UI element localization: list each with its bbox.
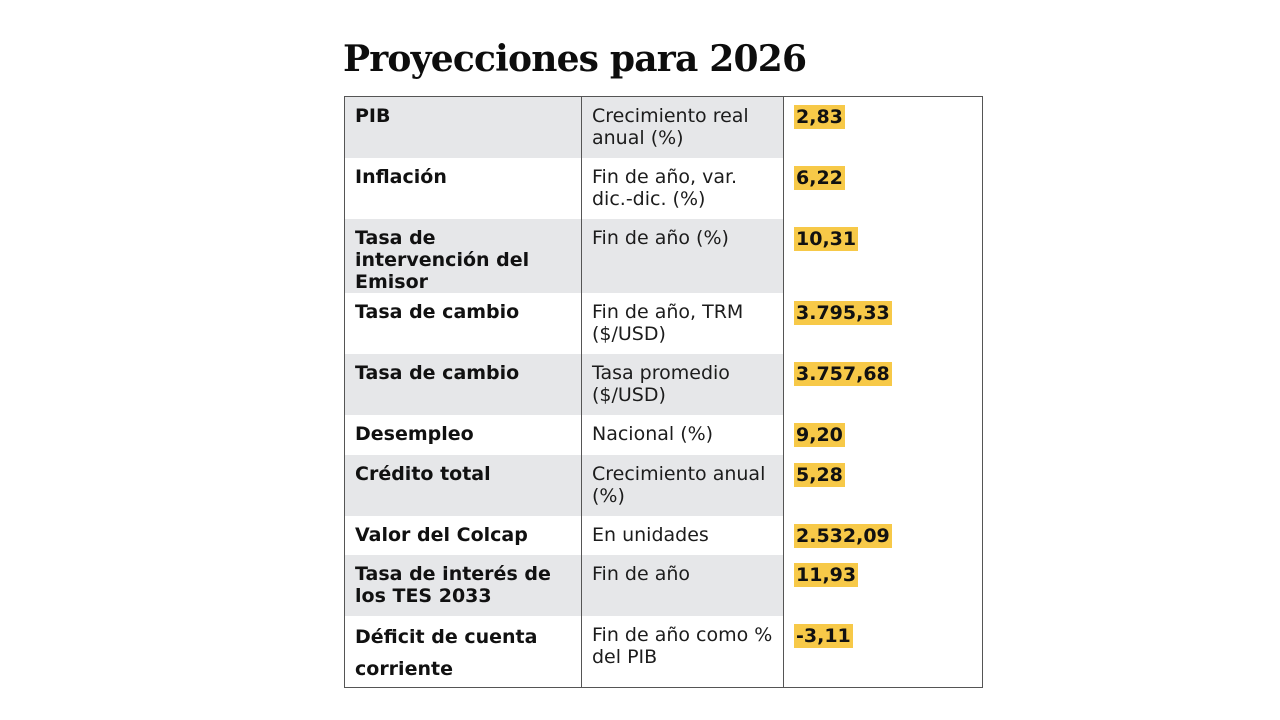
value-cell: 10,31: [783, 218, 983, 293]
projections-table: PIB Crecimiento real anual (%) 2,83 Infl…: [344, 96, 983, 688]
projected-value: 3.795,33: [794, 300, 892, 325]
table-row: Inflación Fin de año, var. dic.-dic. (%)…: [345, 157, 983, 219]
projected-value: 10,31: [794, 226, 859, 251]
indicator-label: Tasa de intervención del Emisor: [344, 218, 582, 293]
table-row: Tasa de cambio Tasa promedio ($/USD) 3.7…: [344, 353, 983, 415]
projected-value: 3.757,68: [794, 361, 892, 386]
table-row: PIB Crecimiento real anual (%) 2,83: [344, 96, 983, 158]
table-row: Desempleo Nacional (%) 9,20: [345, 414, 983, 455]
indicator-description: Nacional (%): [581, 414, 784, 455]
value-cell: 5,28: [783, 454, 983, 516]
indicator-description: Fin de año, var. dic.-dic. (%): [581, 157, 784, 219]
projected-value: 6,22: [794, 165, 845, 190]
projected-value: 2.532,09: [794, 523, 892, 548]
value-cell: 11,93: [783, 554, 983, 616]
indicator-label: Desempleo: [355, 422, 474, 445]
table-row: Tasa de intervención del Emisor Fin de a…: [344, 218, 983, 293]
indicator-description: En unidades: [581, 515, 784, 555]
indicator-description: Fin de año, TRM ($/USD): [581, 292, 784, 354]
projected-value: 9,20: [794, 422, 845, 447]
page-title: Proyecciones para 2026: [343, 38, 807, 80]
indicator-description: Crecimiento anual (%): [581, 454, 784, 516]
indicator-label: Tasa de interés de los TES 2033: [344, 554, 582, 616]
indicator-description: Fin de año (%): [581, 218, 784, 293]
indicator-label: Déficit de cuenta corriente: [355, 625, 538, 680]
table-row: Tasa de interés de los TES 2033 Fin de a…: [344, 554, 983, 616]
table-row: Valor del Colcap En unidades 2.532,09: [345, 515, 983, 555]
value-cell: 6,22: [783, 157, 983, 219]
indicator-label: Crédito total: [344, 454, 582, 516]
value-cell: 3.795,33: [783, 292, 983, 354]
indicator-description: Tasa promedio ($/USD): [581, 353, 784, 415]
value-cell: 2.532,09: [783, 515, 983, 555]
indicator-label: Tasa de cambio: [344, 353, 582, 415]
table-row: Crédito total Crecimiento anual (%) 5,28: [344, 454, 983, 516]
indicator-description: Crecimiento real anual (%): [581, 96, 784, 158]
value-cell: 3.757,68: [783, 353, 983, 415]
indicator-description: Fin de año como % del PIB: [581, 615, 784, 688]
value-cell: 2,83: [783, 96, 983, 158]
projected-value: 11,93: [794, 562, 859, 587]
value-cell: 9,20: [783, 414, 983, 455]
table-row: Déficit de cuenta corriente Fin de año c…: [345, 615, 983, 688]
indicator-label: Valor del Colcap: [355, 523, 528, 546]
projected-value: 2,83: [794, 105, 845, 129]
indicator-label: Tasa de cambio: [355, 300, 520, 323]
indicator-label: PIB: [344, 96, 582, 158]
value-cell: -3,11: [783, 615, 983, 688]
indicator-label: Inflación: [355, 165, 447, 188]
projected-value: 5,28: [794, 462, 845, 487]
table-row: Tasa de cambio Fin de año, TRM ($/USD) 3…: [345, 292, 983, 354]
projected-value: -3,11: [794, 623, 853, 648]
indicator-description: Fin de año: [581, 554, 784, 616]
